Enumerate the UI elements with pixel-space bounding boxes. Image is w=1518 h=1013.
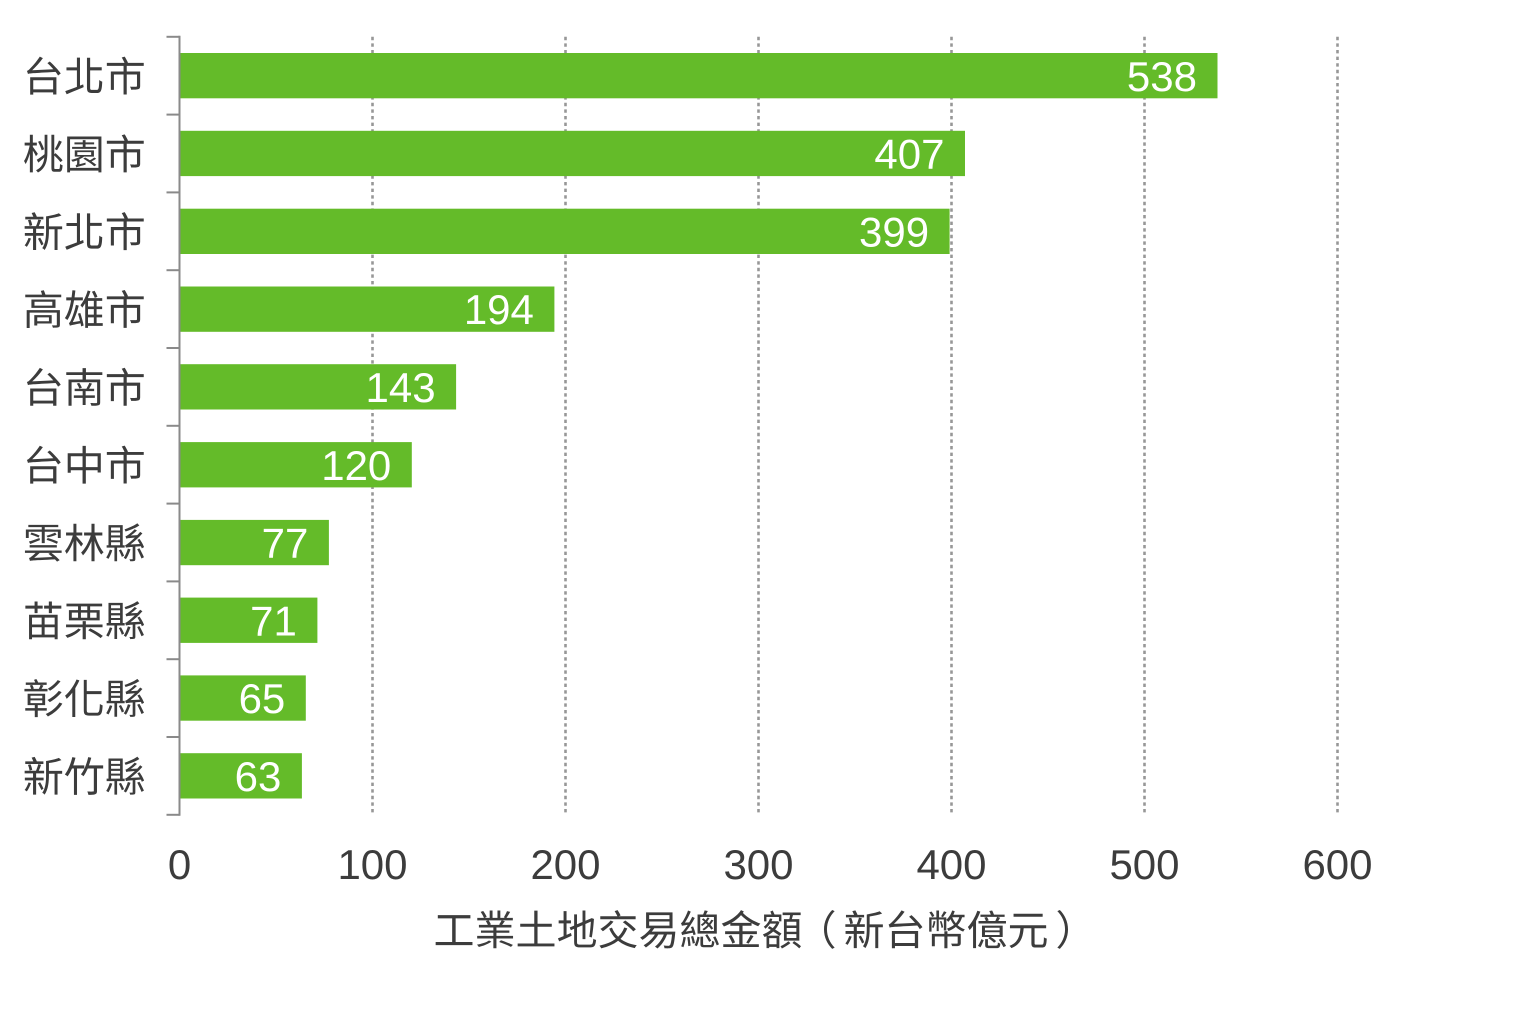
svg-text:399: 399 [859,208,929,255]
svg-text:100: 100 [337,841,407,888]
svg-text:71: 71 [250,597,297,644]
svg-text:600: 600 [1302,841,1372,888]
svg-text:500: 500 [1109,841,1179,888]
svg-text:200: 200 [530,841,600,888]
svg-text:143: 143 [366,364,436,411]
svg-text:0: 0 [168,841,191,888]
svg-text:63: 63 [235,753,282,800]
svg-text:77: 77 [262,520,309,567]
svg-text:538: 538 [1127,53,1197,100]
svg-text:300: 300 [723,841,793,888]
svg-text:407: 407 [874,131,944,178]
svg-text:65: 65 [239,675,286,722]
svg-text:400: 400 [916,841,986,888]
svg-text:194: 194 [464,286,534,333]
svg-text:120: 120 [321,442,391,489]
